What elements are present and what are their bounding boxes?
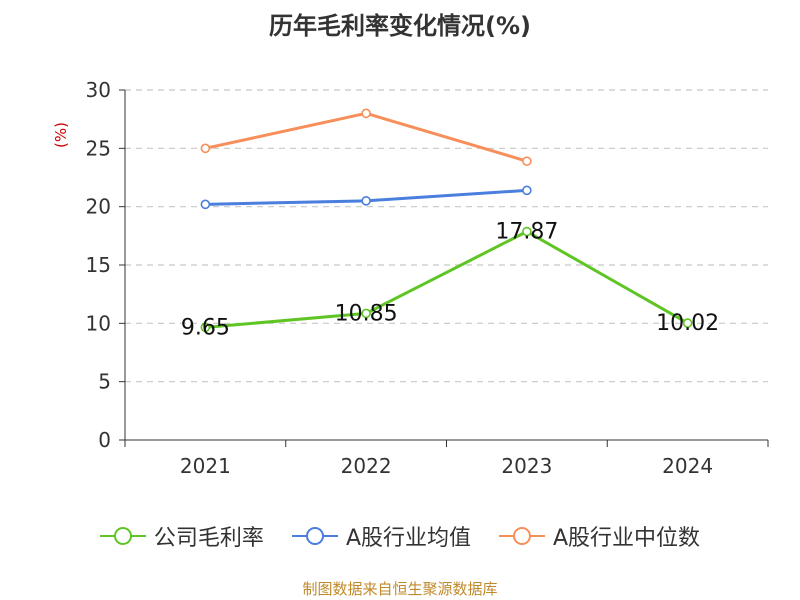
- y-tick-label: 20: [86, 195, 111, 219]
- series-line: [205, 111, 528, 163]
- x-tick-label: 2023: [501, 454, 552, 478]
- series-lines: [200, 108, 693, 333]
- legend-label: A股行业中位数: [553, 526, 701, 551]
- legend-swatch-line-icon: [499, 527, 545, 545]
- series-point[interactable]: [522, 185, 532, 196]
- data-label: 9.65: [181, 315, 230, 340]
- legend-item-industry-median[interactable]: A股行业中位数: [499, 520, 700, 552]
- y-tick-label: 15: [86, 253, 111, 277]
- series-point[interactable]: [361, 108, 371, 119]
- data-label: 17.87: [495, 220, 558, 245]
- series-point[interactable]: [361, 308, 371, 319]
- series-point[interactable]: [522, 226, 532, 237]
- series-line: [205, 230, 689, 329]
- legend-label: A股行业均值: [345, 526, 471, 551]
- y-tick-label: 5: [98, 370, 111, 394]
- y-tick-label: 10: [86, 311, 111, 335]
- series-point[interactable]: [361, 196, 371, 206]
- chart-title: 历年毛利率变化情况(%): [269, 12, 531, 40]
- source-note: 制图数据来自恒生聚源数据库: [302, 580, 498, 598]
- data-labels: 9.65 10.85 17.87 10.02: [181, 220, 719, 341]
- y-tick-label: 0: [98, 428, 111, 452]
- series-point[interactable]: [682, 318, 693, 328]
- series-point[interactable]: [522, 156, 532, 166]
- legend-swatch-line-icon: [291, 527, 338, 545]
- legend-swatch-line-icon: [99, 527, 146, 545]
- data-label: 10.02: [656, 311, 719, 336]
- x-tick-label: 2024: [662, 454, 713, 478]
- series-point[interactable]: [200, 199, 211, 210]
- y-tick-label: 25: [86, 136, 111, 160]
- series-point[interactable]: [200, 322, 211, 333]
- series-point[interactable]: [200, 143, 211, 154]
- legend-item-industry-mean[interactable]: A股行业均值: [291, 520, 471, 552]
- data-label: 10.85: [335, 301, 398, 326]
- axes: 0 5 10 15 20 25 30 2021 2022 2023 2024: [86, 78, 769, 478]
- x-tick-label: 2022: [341, 454, 392, 478]
- x-tick-label: 2021: [180, 454, 231, 478]
- gridlines: [125, 89, 768, 383]
- y-tick-label: 30: [86, 78, 111, 102]
- legend-item-company-gross-margin[interactable]: 公司毛利率: [99, 520, 264, 552]
- legend: 公司毛利率 A股行业均值 A股行业中位数: [0, 520, 800, 552]
- legend-label: 公司毛利率: [153, 526, 264, 551]
